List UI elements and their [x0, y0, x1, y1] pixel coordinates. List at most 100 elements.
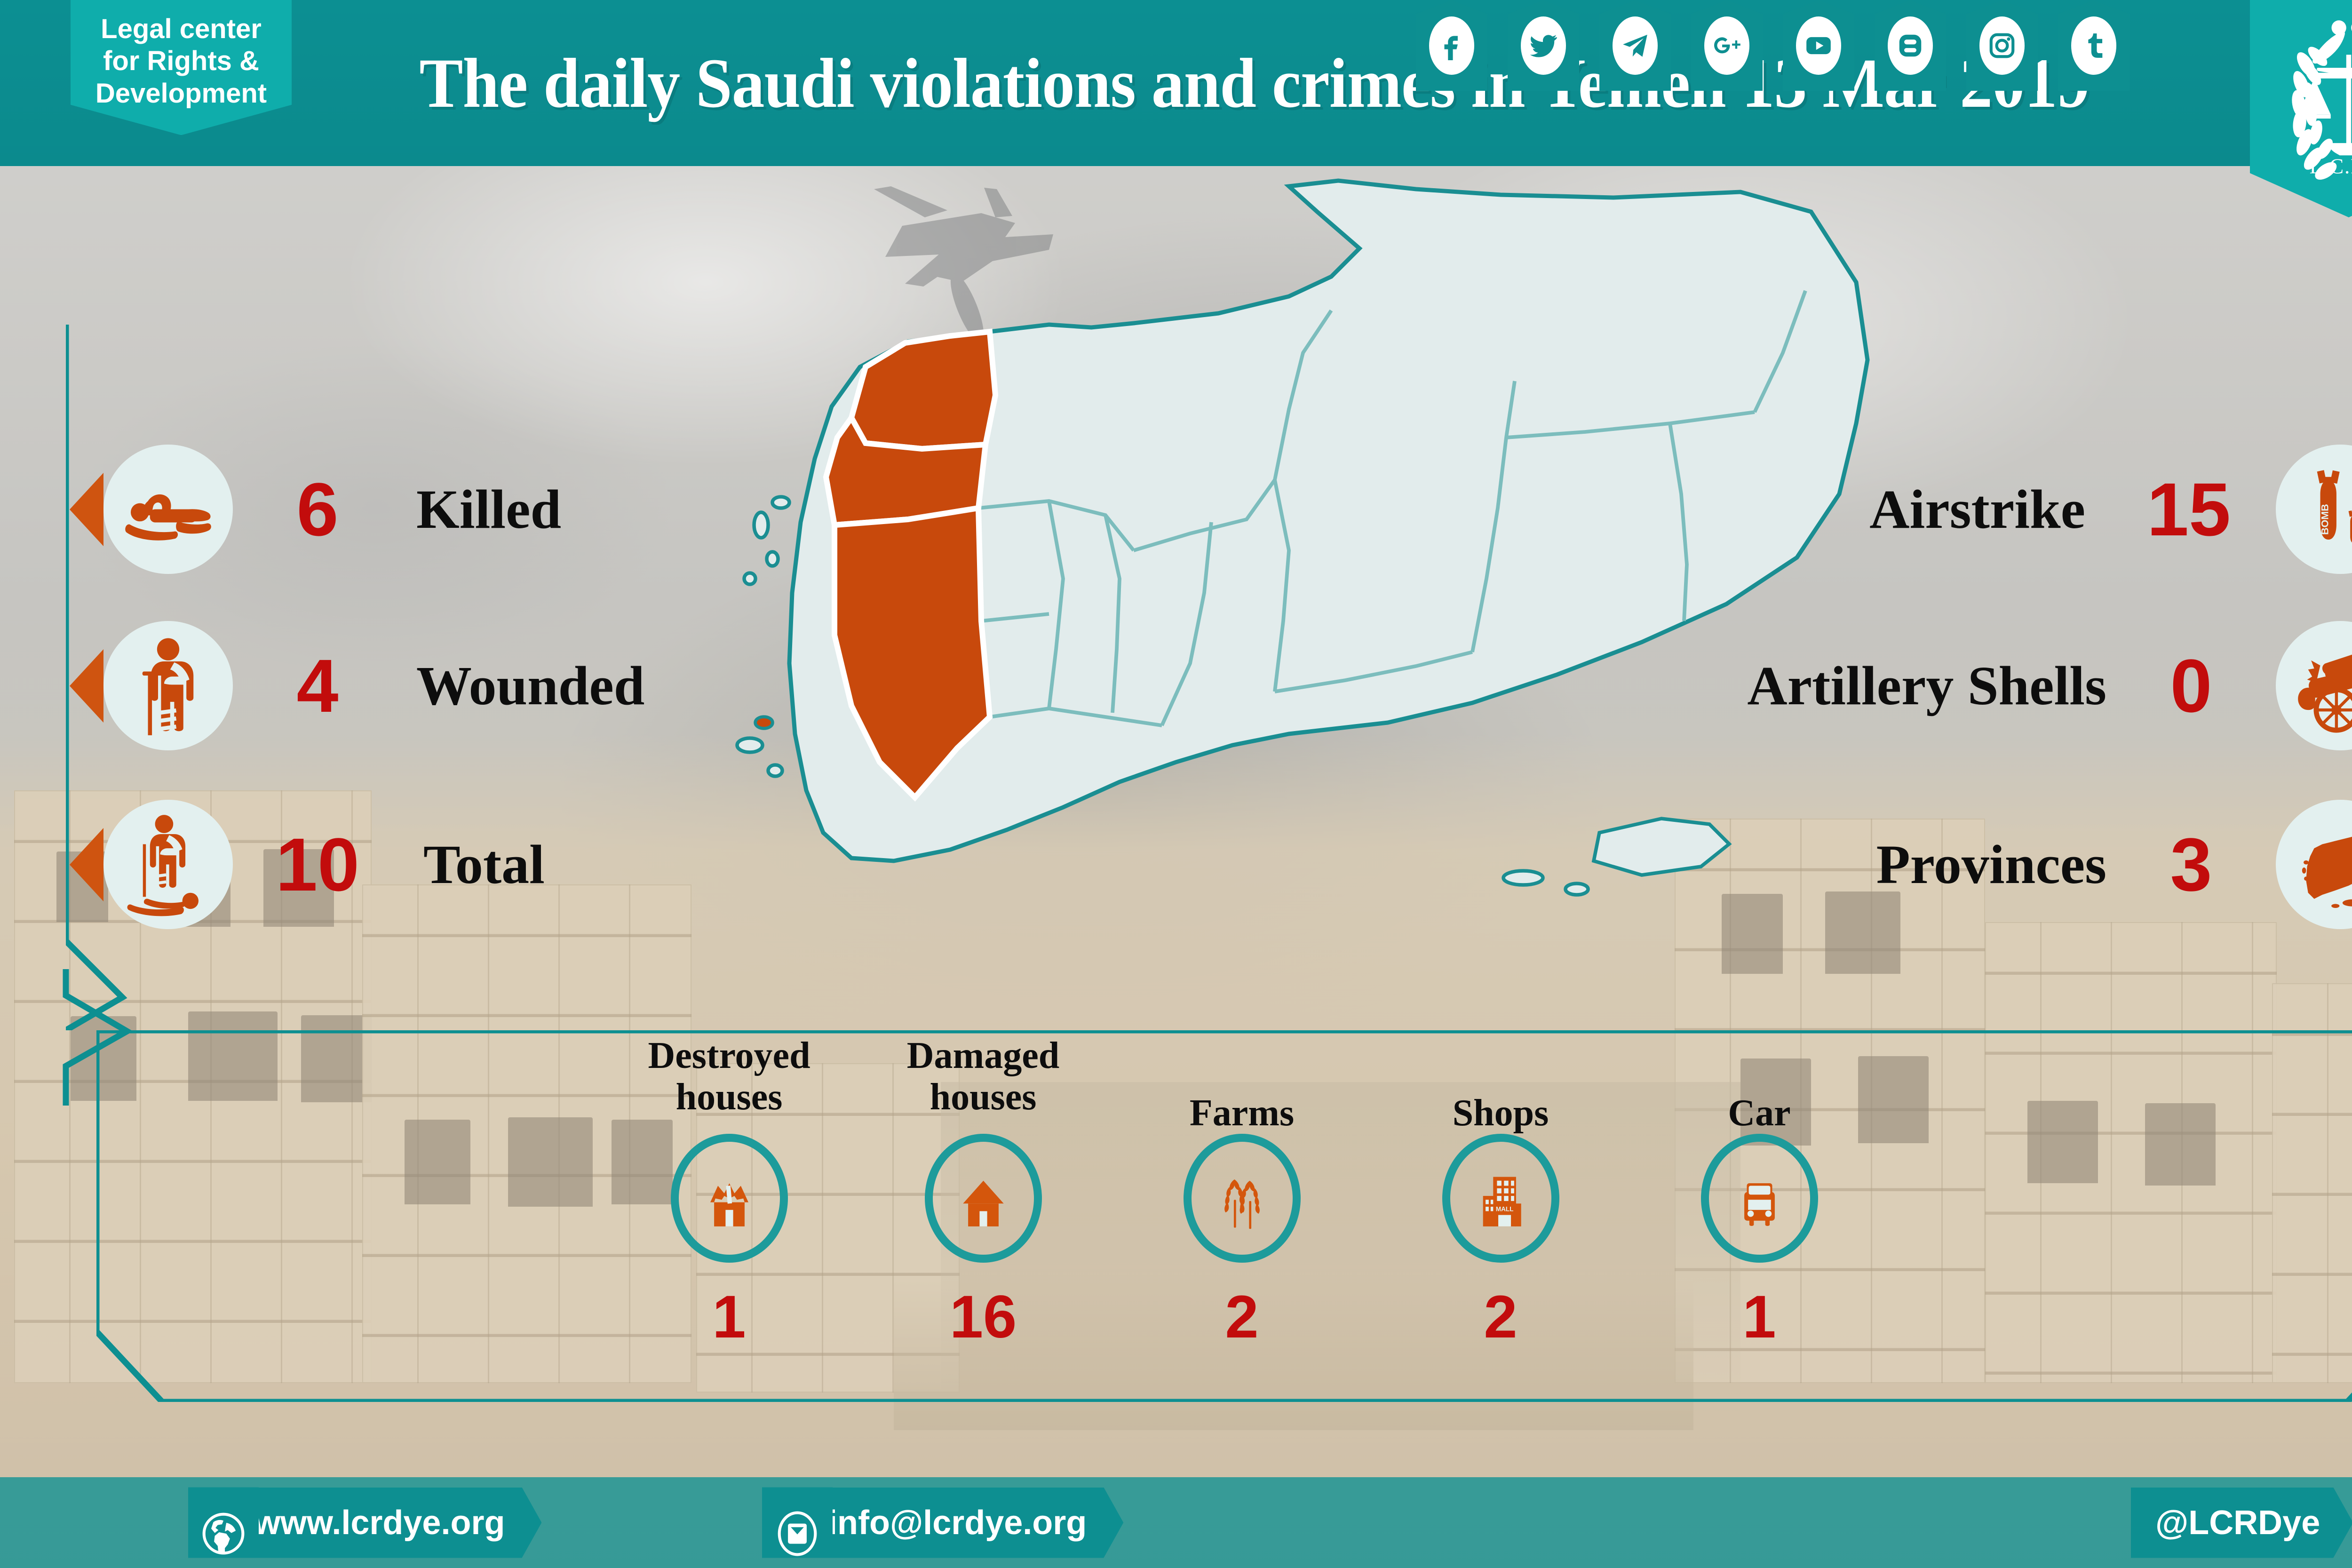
highlighted-provinces [823, 328, 999, 802]
stat-row-total[interactable]: 10 Total [70, 800, 545, 929]
car-ring [1700, 1134, 1818, 1263]
farms-value: 2 [1225, 1283, 1259, 1351]
org-name-line-1: Legal center [101, 14, 262, 44]
tumblr-icon [2088, 33, 2103, 58]
cannon-icon [2298, 648, 2352, 733]
twitter-icon [1530, 34, 1557, 57]
social-twitter[interactable] [1508, 0, 1579, 91]
wheat-icon [1224, 1179, 1260, 1229]
damaged-house-ring [924, 1134, 1042, 1263]
building-window [2145, 1103, 2216, 1186]
social-disc [1704, 16, 1749, 75]
youtube-icon [1806, 37, 1831, 54]
provinces-icon-bubble [2276, 800, 2352, 929]
telegram-icon [1623, 34, 1647, 57]
destroyed-houses-label: Destroyed houses [648, 1035, 810, 1134]
damage-cell-farms[interactable]: Farms [1143, 1035, 1341, 1347]
damage-cell-shops[interactable]: Shops MALL 2 [1402, 1035, 1599, 1347]
stat-row-killed[interactable]: 6 Killed [70, 445, 561, 574]
shops-label: Shops [1453, 1035, 1549, 1134]
left-arrow-marker [70, 472, 103, 546]
provinces-label: Provinces [1876, 833, 2106, 895]
wounded-icon-bubble [103, 621, 233, 750]
website-text: www.lcrdye.org [254, 1504, 505, 1542]
artillery-label: Artillery Shells [1747, 654, 2106, 716]
bomb-label: BOMB [2320, 504, 2331, 535]
destroyed-house-icon [710, 1183, 748, 1226]
damage-cell-damaged-houses[interactable]: Damaged houses 16 [884, 1035, 1082, 1347]
stat-row-artillery[interactable]: 0 Artillery Shells [1747, 621, 2352, 750]
wounded-label: Wounded [416, 654, 645, 716]
building-window [1858, 1056, 1929, 1143]
social-handle-chip[interactable]: @LCRDye [2131, 1477, 2352, 1568]
airstrike-icon-bubble: BOMB [2276, 445, 2352, 574]
yemen-map-icon [2302, 836, 2352, 908]
social-google-plus[interactable] [1691, 0, 1763, 91]
social-tumblr[interactable] [2058, 0, 2130, 91]
blogger-icon [1899, 34, 1922, 56]
building-window [1722, 894, 1783, 974]
damaged-houses-label: Damaged houses [907, 1035, 1059, 1134]
islands [735, 495, 1732, 897]
stat-row-airstrike[interactable]: BOMB 15 Airstrike [1869, 445, 2352, 574]
social-disc [1613, 16, 1658, 75]
social-instagram[interactable] [1966, 0, 2038, 91]
car-value: 1 [1742, 1283, 1776, 1351]
social-blogger[interactable] [1875, 0, 1946, 91]
handle-text: @LCRDye [2155, 1504, 2320, 1542]
building-window [1740, 1059, 1811, 1146]
website-banner[interactable]: www.lcrdye.org [188, 1488, 541, 1558]
wounded-icon [142, 638, 194, 735]
email-chip[interactable]: info@lcrdye.org [762, 1477, 1123, 1568]
social-disc [1796, 16, 1841, 75]
left-arrow-marker [70, 828, 103, 901]
destroyed-houses-value: 1 [712, 1283, 746, 1351]
email-marker [762, 1470, 833, 1568]
farms-ring [1183, 1134, 1301, 1263]
google-plus-icon [1714, 37, 1740, 53]
damage-cell-destroyed-houses[interactable]: Destroyed houses 1 [630, 1035, 828, 1347]
social-disc [1521, 16, 1566, 75]
artillery-icon-bubble [2276, 621, 2352, 750]
artillery-value: 0 [2170, 643, 2212, 728]
stat-row-wounded[interactable]: 4 Wounded [70, 621, 644, 750]
frame-chevron-right [2338, 969, 2352, 1106]
handle-banner[interactable]: @LCRDye [2131, 1488, 2352, 1558]
social-youtube[interactable] [1783, 0, 1854, 91]
email-banner[interactable]: info@lcrdye.org [762, 1488, 1123, 1558]
killed-label: Killed [416, 478, 562, 540]
stat-row-provinces[interactable]: 3 Provinces [1876, 800, 2352, 929]
destroyed-house-ring [670, 1134, 788, 1263]
corpse-icon [125, 494, 211, 541]
social-disc [1979, 16, 2025, 75]
label-line-2: houses [930, 1076, 1037, 1118]
label-line-1: Farms [1189, 1092, 1295, 1134]
header-bar [0, 0, 2352, 166]
province-hodeidah [832, 504, 993, 802]
label-line-2: houses [675, 1076, 783, 1118]
building-window [2027, 1101, 2098, 1183]
fighter-jet-icon [874, 186, 1053, 366]
frame-chevron-left [63, 969, 134, 1106]
building-window [263, 849, 334, 927]
social-facebook[interactable] [1416, 0, 1487, 91]
lcrd-logo-banner: L.C.R.D [2250, 0, 2352, 217]
label-line-1: Shops [1452, 1092, 1549, 1134]
farms-label: Farms [1190, 1035, 1294, 1134]
website-chip[interactable]: www.lcrdye.org [188, 1477, 541, 1568]
social-disc [1429, 16, 1474, 75]
website-marker [188, 1470, 259, 1568]
envelope-icon [774, 1511, 820, 1557]
social-telegram[interactable] [1599, 0, 1671, 91]
building-window [301, 1015, 372, 1102]
building-window [508, 1117, 593, 1207]
shop-sign-label: MALL [1495, 1205, 1513, 1212]
damage-cell-car[interactable]: Car 1 [1661, 1035, 1858, 1347]
shops-value: 2 [1484, 1283, 1518, 1351]
wounded-value: 4 [296, 643, 339, 728]
building-window [1825, 891, 1900, 974]
social-disc [1888, 16, 1933, 75]
airstrike-label: Airstrike [1869, 478, 2085, 540]
yemen-country-outline [787, 178, 1870, 863]
label-line-1: Destroyed [648, 1035, 810, 1076]
